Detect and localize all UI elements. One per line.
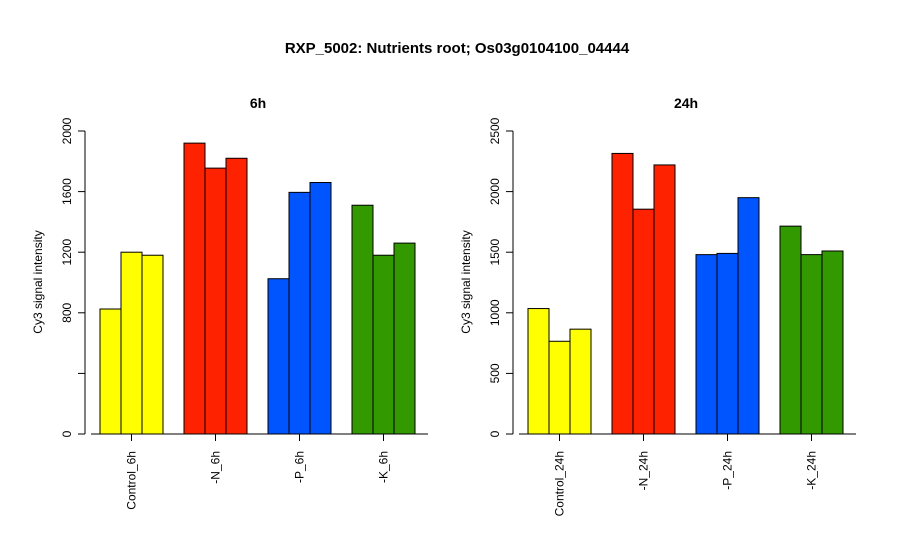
x-tick-label--K_24h: -K_24h	[805, 451, 819, 490]
axes-6h: Control_6h -N_6h -P_6h -K_6h 0 800 1200 1600 200…	[60, 117, 428, 510]
bar--K_6h-3	[393, 242, 416, 435]
bar--K_6h-2	[372, 254, 395, 435]
y-tick-label-1600: 1600	[60, 178, 74, 205]
bar--N_6h-3	[225, 157, 248, 435]
y-tick-label-1200: 1200	[60, 239, 74, 266]
bar-Control_6h-1	[99, 308, 122, 435]
x-tick-label--P_24h: -P_24h	[721, 451, 735, 490]
y-tick-label-2000: 2000	[60, 117, 74, 144]
figure-title: RXP_5002: Nutrients root; Os03g0104100_0…	[285, 40, 630, 57]
bar--P_24h-1	[695, 254, 718, 435]
bar--N_6h-2	[204, 167, 227, 435]
bar--P_24h-3	[737, 197, 760, 435]
bar--P_24h-2	[716, 252, 739, 435]
bar--K_24h-3	[821, 250, 844, 435]
bar--K_24h-2	[800, 254, 823, 435]
bar-Control_6h-2	[120, 251, 143, 435]
x-tick-label--P_6h: -P_6h	[293, 451, 307, 483]
x-tick-label-Control_6h: Control_6h	[125, 451, 139, 510]
bars-6h	[99, 142, 416, 435]
y-tick-label-500: 500	[488, 363, 502, 383]
x-tick-label--N_6h: -N_6h	[209, 451, 223, 484]
x-tick-label--K_6h: -K_6h	[377, 451, 391, 483]
bar-Control_6h-3	[141, 254, 164, 435]
y-axis-label-6h: Cy3 signal intensity	[31, 230, 45, 333]
panel-24h: 24h Cy3 signal intensity Control_24h -N_2…	[459, 95, 856, 516]
bar-Control_24h-1	[527, 308, 550, 435]
x-tick-label--N_24h: -N_24h	[637, 451, 651, 490]
bar--N_24h-2	[632, 208, 655, 435]
panel-title-24h: 24h	[674, 95, 698, 111]
y-tick-label-800: 800	[60, 302, 74, 322]
bar--P_6h-1	[267, 278, 290, 435]
bar--P_6h-3	[309, 182, 332, 435]
bar--K_6h-1	[351, 204, 374, 435]
y-tick-label-2000: 2000	[488, 178, 502, 205]
x-tick-label-Control_24h: Control_24h	[553, 451, 567, 516]
y-tick-label-1000: 1000	[488, 299, 502, 326]
bar--P_6h-2	[288, 191, 311, 435]
y-tick-label-1500: 1500	[488, 239, 502, 266]
bar--K_24h-1	[779, 225, 802, 435]
bars-24h	[527, 152, 844, 435]
bar-Control_24h-2	[548, 340, 571, 435]
bar--N_24h-3	[653, 164, 676, 435]
bar--N_6h-1	[183, 142, 206, 435]
y-axis-label-24h: Cy3 signal intensity	[459, 230, 473, 333]
axes-24h: Control_24h -N_24h -P_24h -K_24h 0 500 1000 150…	[488, 117, 856, 516]
bar-Control_24h-3	[569, 328, 592, 435]
y-tick-label-2500: 2500	[488, 117, 502, 144]
panel-title-6h: 6h	[250, 95, 266, 111]
y-tick-label-0: 0	[488, 430, 502, 437]
panel-6h: 6h Cy3 signal intensity Control_6h -N_6h -…	[31, 95, 428, 510]
bar--N_24h-1	[611, 152, 634, 435]
y-tick-label-0: 0	[60, 430, 74, 437]
